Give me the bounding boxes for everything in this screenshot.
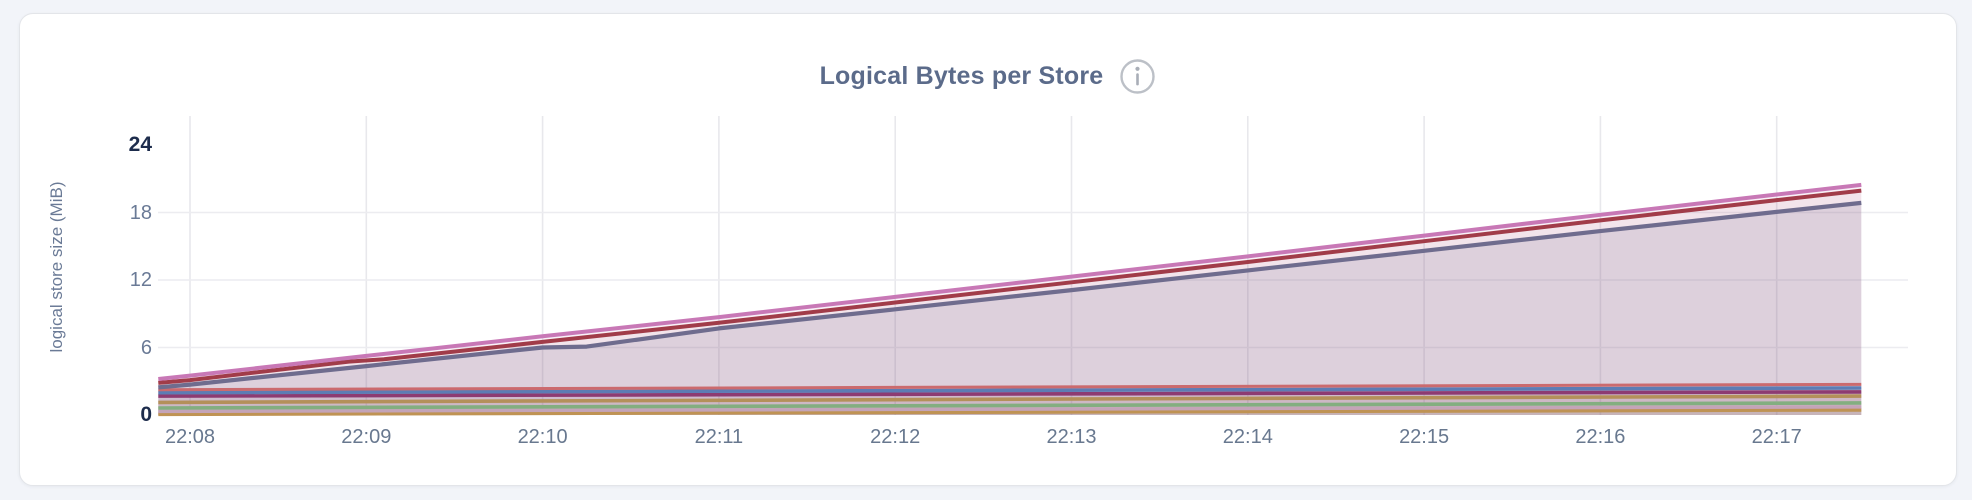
- series-line-s4: [158, 382, 1862, 392]
- series-line-s6: [158, 390, 1862, 398]
- series-area-s2: [158, 190, 1862, 415]
- series-line-s3: [158, 200, 1862, 390]
- series-line-s7: [158, 394, 1862, 405]
- series-area-s1: [158, 184, 1862, 415]
- series-lines: [158, 182, 1862, 417]
- series-area-s3: [158, 202, 1862, 415]
- chart-header: Logical Bytes per Store: [20, 58, 1956, 95]
- series-line-s8: [158, 401, 1862, 410]
- info-circle-icon[interactable]: [1119, 58, 1156, 95]
- series-line-s10: [158, 408, 1862, 417]
- series-line-s2: [158, 188, 1862, 385]
- series-line-s9: [158, 405, 1862, 414]
- chart-title: Logical Bytes per Store: [819, 62, 1104, 90]
- series-line-s1: [158, 182, 1862, 381]
- series-line-s5: [158, 386, 1862, 395]
